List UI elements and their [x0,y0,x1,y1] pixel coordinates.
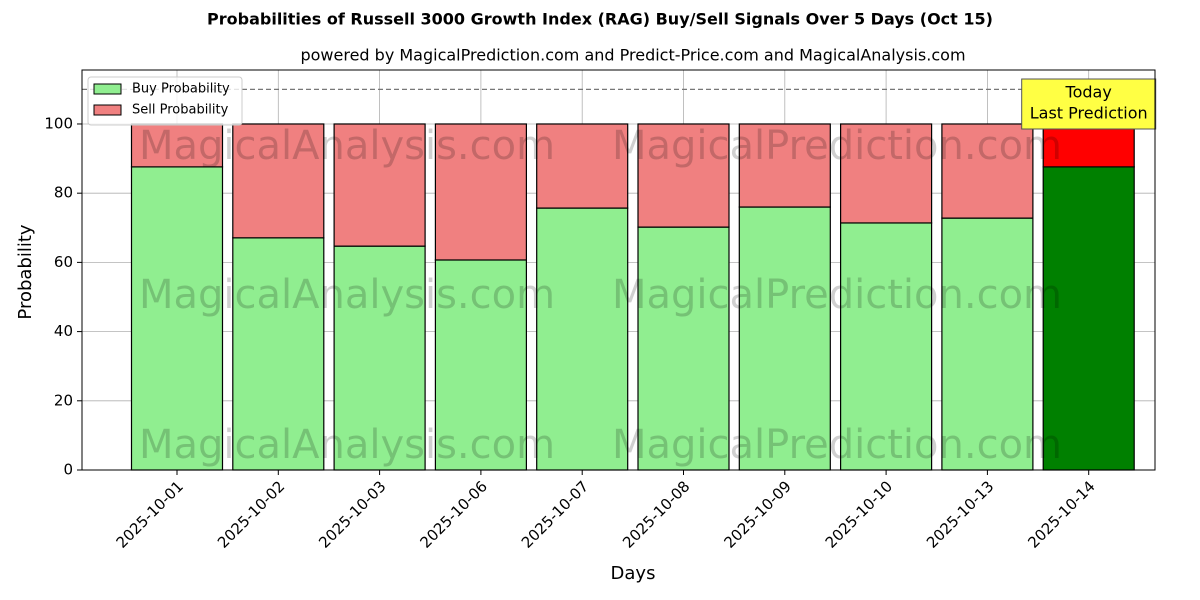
bar-segment [839,123,933,224]
y-tick-label: 40 [54,322,73,340]
watermark: MagicalPrediction.com [612,272,1062,318]
watermark: MagicalAnalysis.com [139,422,555,468]
watermark: MagicalPrediction.com [612,123,1062,169]
x-tick-label: 2025-10-07 [518,477,592,551]
x-tick-label: 2025-10-02 [214,477,288,551]
y-tick-label: 0 [63,461,73,479]
chart-title: Probabilities of Russell 3000 Growth Ind… [207,10,993,29]
bar-segment [536,123,629,209]
bar-segment [232,123,325,239]
bar-segment [333,245,426,471]
watermark: MagicalPrediction.com [612,422,1062,468]
legend-label: Sell Probability [132,103,229,118]
bar-segment [637,123,730,228]
x-tick-label: 2025-10-06 [417,477,491,551]
bar-segment [941,123,1034,219]
bar-segment [333,123,426,247]
x-tick-label: 2025-10-03 [315,477,389,551]
x-tick-label: 2025-10-10 [822,477,896,551]
bar-segment [434,259,527,471]
y-tick-label: 20 [54,391,73,409]
bar-segment [839,222,933,471]
x-tick-label: 2025-10-14 [1024,477,1098,551]
legend-swatch [93,104,122,116]
chart-subtitle: powered by MagicalPrediction.com and Pre… [300,46,965,65]
legend-label: Buy Probability [132,82,230,97]
bars [130,123,1135,471]
y-tick-label: 80 [54,184,73,202]
bar-segment [130,123,224,168]
watermark: MagicalAnalysis.com [139,272,555,318]
bar-segment [637,226,730,471]
watermark: MagicalAnalysis.com [139,123,555,169]
y-tick-label: 60 [54,253,73,271]
bar-segment [738,123,831,208]
x-tick-label: 2025-10-09 [720,477,794,551]
legend-box [87,76,243,126]
annotation-text: Last Prediction [1030,104,1148,123]
y-tick-label: 100 [44,114,73,132]
plot-frame [81,69,1156,471]
bar-segment [130,166,224,471]
annotation-text: Today [1065,83,1112,102]
bar-segment [941,217,1034,471]
bar-segment [738,206,831,471]
y-axis-label: Probability [15,224,36,319]
watermarks: MagicalAnalysis.com MagicalPrediction.com… [139,123,1062,468]
x-tick-label: 2025-10-13 [923,477,997,551]
bar-segment [434,123,527,261]
bar-segment [1042,166,1135,471]
x-tick-label: 2025-10-08 [619,477,693,551]
legend-swatch [93,83,122,95]
bar-segment [536,207,629,471]
x-tick-label: 2025-10-01 [113,477,187,551]
x-axis-label: Days [611,563,656,584]
annotation-box [1021,78,1157,130]
